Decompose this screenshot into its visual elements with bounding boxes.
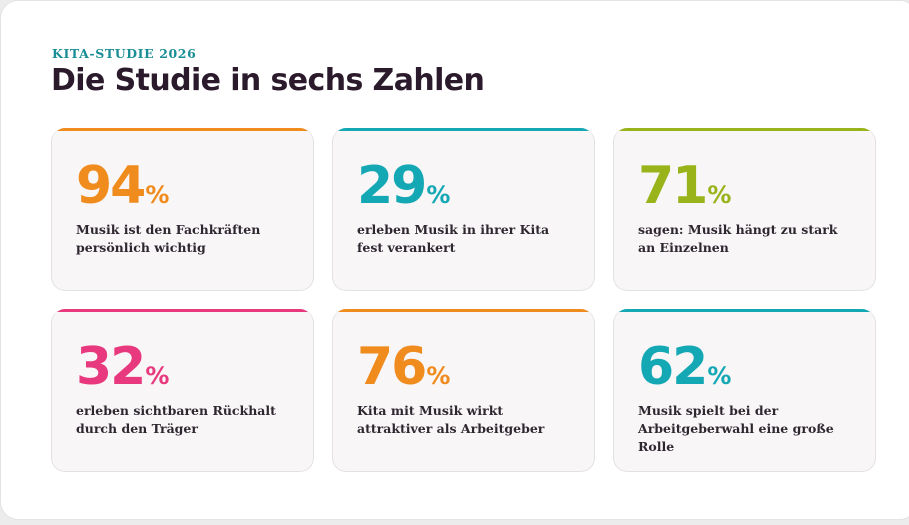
stat-value: 32: [76, 337, 146, 397]
stat-card: 71% sagen: Musik hängt zu stark an Einze…: [613, 128, 876, 291]
percent-sign: %: [707, 362, 732, 390]
stat-value: 76: [357, 337, 427, 397]
stat-number: 32%: [76, 341, 169, 393]
percent-sign: %: [426, 181, 451, 209]
stat-description: Musik spielt bei der Arbeitgeberwahl ein…: [638, 403, 834, 454]
stat-value: 71: [638, 156, 708, 216]
stat-number: 76%: [357, 341, 450, 393]
page-title: Die Studie in sechs Zahlen: [51, 63, 485, 98]
stat-description: Musik ist den Fachkräften persönlich wic…: [76, 222, 261, 255]
stat-card: 62% Musik spielt bei der Arbeitgeberwahl…: [613, 309, 876, 472]
percent-sign: %: [426, 362, 451, 390]
percent-sign: %: [707, 181, 732, 209]
eyebrow-label: KITA-STUDIE 2026: [52, 46, 197, 61]
stat-card: 94% Musik ist den Fachkräften persönlich…: [51, 128, 314, 291]
stat-number: 71%: [638, 160, 731, 212]
percent-sign: %: [145, 362, 170, 390]
percent-sign: %: [145, 181, 170, 209]
stat-description: erleben Musik in ihrer Kita fest veranke…: [357, 222, 550, 255]
stat-number: 94%: [76, 160, 169, 212]
stat-value: 29: [357, 156, 427, 216]
stat-card: 32% erleben sichtbaren Rückhalt durch de…: [51, 309, 314, 472]
stat-value: 62: [638, 337, 708, 397]
stat-description: sagen: Musik hängt zu stark an Einzelnen: [638, 222, 838, 255]
stat-card: 29% erleben Musik in ihrer Kita fest ver…: [332, 128, 595, 291]
stat-value: 94: [76, 156, 146, 216]
stat-description: erleben sichtbaren Rückhalt durch den Tr…: [76, 403, 276, 436]
stats-grid: 94% Musik ist den Fachkräften persönlich…: [51, 128, 876, 472]
stat-card: 76% Kita mit Musik wirkt attraktiver als…: [332, 309, 595, 472]
stat-number: 62%: [638, 341, 731, 393]
stat-number: 29%: [357, 160, 450, 212]
stat-description: Kita mit Musik wirkt attraktiver als Arb…: [357, 403, 545, 436]
